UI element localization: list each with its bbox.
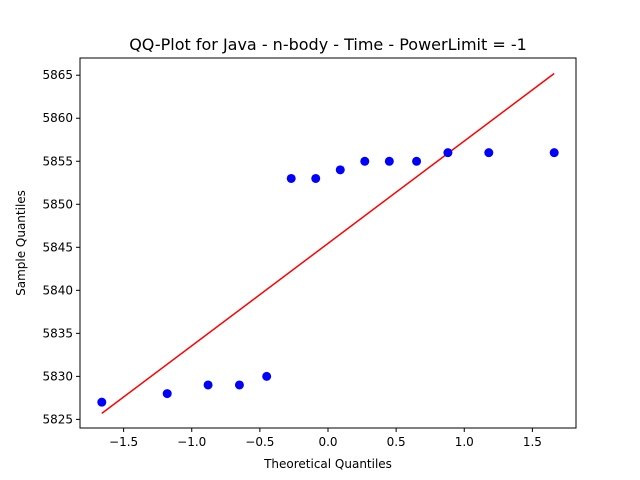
data-point	[484, 148, 494, 158]
y-axis-label: Sample Quantiles	[14, 190, 28, 296]
data-point	[335, 165, 345, 175]
data-point	[234, 380, 244, 390]
x-tick-label: −1.5	[109, 435, 138, 449]
data-point	[360, 156, 370, 166]
x-tick-label: 0.5	[387, 435, 406, 449]
y-tick-label: 5845	[42, 240, 73, 254]
x-axis-label: Theoretical Quantiles	[263, 457, 392, 471]
y-tick-label: 5835	[42, 326, 73, 340]
data-point	[443, 148, 453, 158]
y-tick-label: 5840	[42, 283, 73, 297]
data-point	[286, 173, 296, 183]
y-tick-label: 5865	[42, 68, 73, 82]
x-tick-label: −0.5	[245, 435, 274, 449]
data-point	[412, 156, 422, 166]
y-tick-label: 5860	[42, 111, 73, 125]
data-point	[311, 173, 321, 183]
reference-line	[101, 72, 555, 414]
x-tick-label: 1.5	[523, 435, 542, 449]
data-point	[549, 148, 559, 158]
y-tick-label: 5855	[42, 154, 73, 168]
plot-layer	[97, 72, 559, 414]
data-point	[203, 380, 213, 390]
x-tick-label: −1.0	[177, 435, 206, 449]
x-tick-label: 0.0	[318, 435, 337, 449]
plot-frame	[79, 57, 577, 429]
y-tick-label: 5830	[42, 369, 73, 383]
y-tick-label: 5825	[42, 412, 73, 426]
data-point	[162, 389, 172, 399]
ticks-layer: −1.5 −1.0 −0.5 0.0 0.5 1.0 1.5 5825 5830 5835 5840…	[42, 68, 541, 449]
data-point	[384, 156, 394, 166]
data-point	[262, 371, 272, 381]
data-point	[97, 397, 107, 407]
x-tick-label: 1.0	[455, 435, 474, 449]
chart-title: QQ-Plot for Java - n-body - Time - Power…	[129, 35, 527, 54]
y-tick-label: 5850	[42, 197, 73, 211]
